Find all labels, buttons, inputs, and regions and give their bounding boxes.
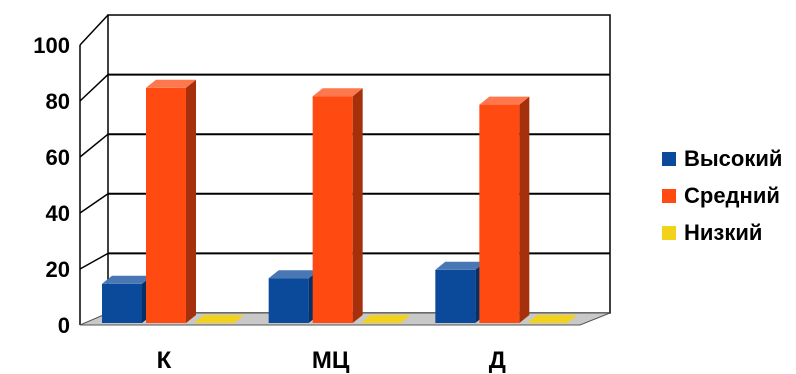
legend: Высокий Средний Низкий: [662, 146, 782, 245]
bar-front: [146, 87, 186, 323]
bar-2-1: [360, 315, 411, 323]
x-axis-ticks: К МЦ Д: [157, 347, 506, 374]
bar-top: [360, 315, 411, 323]
bar-top: [268, 270, 319, 279]
y-tick-label: 0: [58, 313, 70, 338]
legend-label: Средний: [684, 183, 780, 208]
bar-front: [102, 283, 142, 323]
bar-1-2: [479, 96, 530, 323]
y-tick-label: 60: [46, 145, 70, 170]
legend-swatch: [662, 189, 676, 203]
bar-front: [268, 278, 309, 323]
bar-front: [312, 96, 353, 323]
left-wall-top-edge: [79, 14, 109, 46]
y-tick-label: 40: [46, 201, 70, 226]
bar-top: [479, 96, 530, 105]
y-axis-ticks: 0 20 40 60 80 100: [33, 33, 70, 338]
y-tick-label: 20: [46, 257, 70, 282]
x-tick-label: К: [157, 347, 172, 374]
gridline-side: [79, 252, 109, 270]
legend-swatch: [662, 152, 676, 166]
bar-1-1: [312, 88, 363, 323]
y-tick-label: 100: [33, 33, 70, 58]
bar-top: [312, 88, 363, 97]
gridline-side: [79, 133, 109, 158]
bars: [102, 79, 578, 323]
bar-side: [352, 88, 363, 323]
y-tick-label: 80: [46, 89, 70, 114]
bar-2-0: [194, 315, 244, 323]
bar-0-2: [435, 261, 486, 323]
bar-top: [102, 275, 152, 284]
bar-2-2: [527, 315, 578, 323]
gridline-side: [79, 74, 109, 102]
legend-label: Низкий: [684, 220, 762, 245]
bar-0-1: [268, 270, 319, 323]
x-tick-label: МЦ: [312, 347, 350, 374]
legend-swatch: [662, 226, 676, 240]
bar-top: [527, 315, 578, 323]
bar-top: [435, 261, 486, 270]
gridline-side: [79, 193, 109, 214]
bar-top: [194, 315, 244, 323]
bar-side: [519, 96, 530, 323]
bar-1-0: [146, 79, 196, 323]
x-tick-label: Д: [489, 347, 506, 374]
bar-side: [186, 79, 196, 323]
legend-label: Высокий: [684, 146, 782, 171]
bar-top: [146, 79, 196, 88]
bar-0-0: [102, 275, 152, 323]
bar-front: [435, 269, 476, 323]
bar-front: [479, 104, 520, 323]
